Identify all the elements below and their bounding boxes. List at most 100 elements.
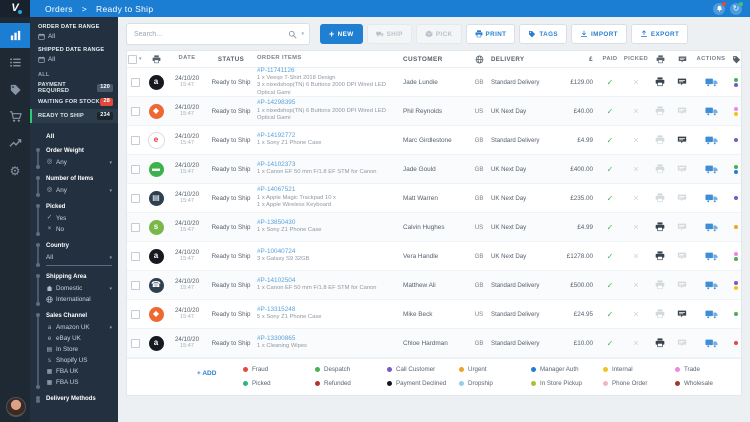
export-button[interactable]: EXPORT	[630, 24, 689, 44]
order-number-link[interactable]: #P-14298395	[257, 99, 296, 107]
sales-channel-option[interactable]: s Shopify US	[46, 355, 112, 366]
order-number-link[interactable]: #P-14192772	[257, 132, 296, 140]
print-button[interactable]: PRINT	[465, 24, 516, 44]
note-icon[interactable]	[677, 251, 687, 261]
order-number-link[interactable]: #P-14067521	[257, 186, 296, 194]
breadcrumb-section[interactable]: Orders	[45, 3, 73, 14]
drag-handle[interactable]	[36, 274, 40, 306]
legend-tag[interactable]: Call Customer	[387, 366, 459, 373]
ship-truck-icon[interactable]	[704, 77, 718, 88]
new-button[interactable]: + NEW	[320, 24, 363, 44]
status-filter-payment-required[interactable]: PAYMENT REQUIRED 120	[30, 81, 118, 95]
ship-truck-icon[interactable]	[704, 338, 718, 349]
shipping-area-international[interactable]: International	[46, 294, 112, 305]
sync-button[interactable]: ↻	[730, 1, 743, 15]
sales-channel-option[interactable]: ▦ FBA UK	[46, 366, 112, 377]
note-icon[interactable]	[677, 280, 687, 290]
ship-truck-icon[interactable]	[704, 106, 718, 117]
legend-tag[interactable]: Urgent	[459, 366, 531, 373]
ship-truck-icon[interactable]	[704, 193, 718, 204]
row-checkbox[interactable]	[130, 164, 140, 174]
print-icon[interactable]	[655, 222, 665, 232]
user-avatar[interactable]	[6, 397, 26, 417]
drag-handle[interactable]	[36, 313, 40, 389]
add-tag-button[interactable]: + ADD	[197, 370, 217, 377]
status-filter-waiting-for-stock[interactable]: WAITING FOR STOCK 28	[30, 95, 118, 109]
order-number-link[interactable]: #P-13300865	[257, 335, 296, 343]
legend-tag[interactable]: Dropship	[459, 380, 531, 387]
ship-truck-icon[interactable]	[704, 309, 718, 320]
legend-tag[interactable]: Despatch	[315, 366, 387, 373]
table-row[interactable]: ▬ 24/10/20 15:47 Ready to Ship #P-141023…	[127, 155, 741, 184]
rail-item-purchasing[interactable]	[0, 104, 30, 129]
status-filter-ready-to-ship[interactable]: READY TO SHIP 234	[30, 109, 118, 123]
chevron-down-icon[interactable]: ▾	[139, 56, 142, 62]
filter-all-label[interactable]: All	[46, 133, 55, 140]
note-icon[interactable]	[677, 338, 687, 348]
order-number-link[interactable]: #P-14102373	[257, 161, 296, 169]
row-checkbox[interactable]	[130, 106, 140, 116]
table-row[interactable]: ◆ 24/10/20 15:47 Ready to Ship #P-133152…	[127, 300, 741, 329]
ship-truck-icon[interactable]	[704, 164, 718, 175]
table-row[interactable]: a 24/10/20 15:47 Ready to Ship #P-133008…	[127, 329, 741, 358]
row-checkbox[interactable]	[130, 280, 140, 290]
rail-item-orders[interactable]	[0, 50, 30, 75]
country-select[interactable]: All ▾	[46, 252, 112, 266]
print-icon[interactable]	[655, 106, 665, 116]
rail-item-dashboard[interactable]	[0, 23, 30, 48]
row-checkbox[interactable]	[130, 309, 140, 319]
table-row[interactable]: ◆ 24/10/20 15:47 Ready to Ship #P-142983…	[127, 97, 741, 126]
note-icon[interactable]	[677, 309, 687, 319]
order-number-link[interactable]: #P-13315248	[257, 306, 296, 314]
row-checkbox[interactable]	[130, 193, 140, 203]
table-row[interactable]: e 24/10/20 15:47 Ready to Ship #P-141927…	[127, 126, 741, 155]
note-icon[interactable]	[677, 222, 687, 232]
table-row[interactable]: a 24/10/20 15:47 Ready to Ship #P-100407…	[127, 242, 741, 271]
order-number-link[interactable]: #P-11741126	[257, 66, 295, 74]
note-icon[interactable]	[677, 77, 687, 87]
ship-truck-icon[interactable]	[704, 280, 718, 291]
sales-channel-option[interactable]: e eBay UK	[46, 333, 112, 344]
print-icon[interactable]	[655, 309, 665, 319]
table-row[interactable]: ▤ 24/10/20 15:47 Ready to Ship #P-140675…	[127, 184, 741, 213]
print-icon[interactable]	[655, 164, 665, 174]
print-icon[interactable]	[655, 193, 665, 203]
rail-item-products[interactable]	[0, 77, 30, 102]
legend-tag[interactable]: Picked	[243, 380, 315, 387]
table-row[interactable]: s 24/10/20 15:47 Ready to Ship #P-138504…	[127, 213, 741, 242]
legend-tag[interactable]: Payment Declined	[387, 380, 459, 387]
picked-no-option[interactable]: × No	[47, 225, 65, 233]
row-checkbox[interactable]	[130, 338, 140, 348]
legend-tag[interactable]: Trade	[675, 366, 747, 373]
ship-button[interactable]: SHIP	[366, 24, 412, 44]
rail-item-reports[interactable]	[0, 131, 30, 156]
note-icon[interactable]	[677, 135, 687, 145]
legend-tag[interactable]: Wholesale	[675, 380, 747, 387]
order-number-link[interactable]: #P-10040724	[257, 248, 296, 256]
print-icon[interactable]	[655, 135, 665, 145]
drag-handle[interactable]	[36, 204, 40, 236]
pick-button[interactable]: PICK	[415, 24, 462, 44]
legend-tag[interactable]: Refunded	[315, 380, 387, 387]
sales-channel-option[interactable]: ▦ FBA US	[46, 377, 112, 388]
shipped-date-range-filter[interactable]: All	[38, 56, 112, 63]
legend-tag[interactable]: Internal	[603, 366, 675, 373]
legend-tag[interactable]: Phone Order	[603, 380, 675, 387]
print-icon[interactable]	[655, 338, 665, 348]
table-row[interactable]: ☎ 24/10/20 15:47 Ready to Ship #P-141025…	[127, 271, 741, 300]
chevron-down-icon[interactable]: ▾	[301, 31, 304, 37]
ship-truck-icon[interactable]	[704, 251, 718, 262]
ship-truck-icon[interactable]	[704, 222, 718, 233]
veeqo-logo[interactable]: V	[0, 0, 30, 17]
search-icon[interactable]	[288, 30, 298, 39]
legend-tag[interactable]: In Store Pickup	[531, 380, 603, 387]
select-all-checkbox[interactable]	[128, 54, 138, 64]
drag-handle[interactable]	[36, 148, 40, 169]
number-of-items-select[interactable]: ◎ Any ▾	[46, 185, 112, 196]
drag-handle[interactable]	[36, 176, 40, 197]
table-row[interactable]: a 24/10/20 15:47 Ready to Ship #P-117411…	[127, 66, 741, 97]
rail-item-settings[interactable]: ⚙	[0, 158, 30, 183]
drag-handle[interactable]	[36, 396, 40, 403]
legend-tag[interactable]: Fraud	[243, 366, 315, 373]
note-icon[interactable]	[677, 164, 687, 174]
